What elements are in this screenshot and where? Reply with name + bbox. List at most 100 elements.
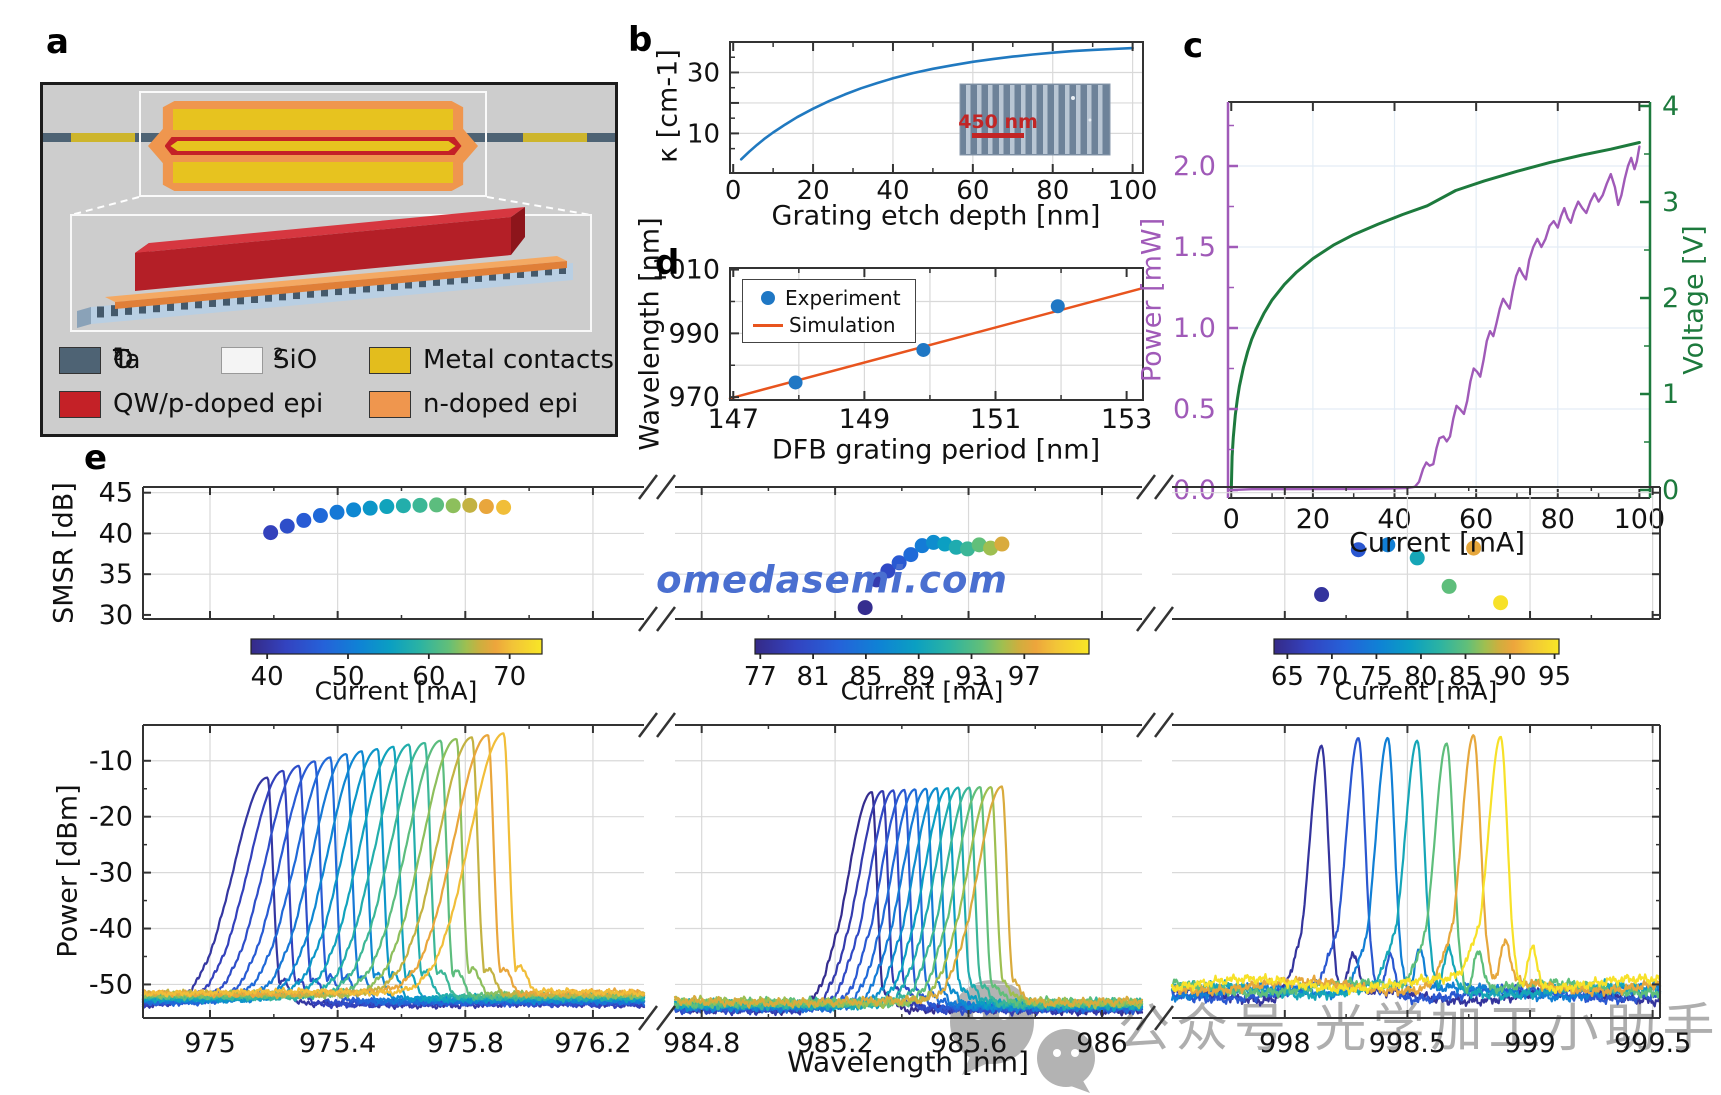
n-epi-slab-top [105,256,567,302]
colorbar [1273,638,1560,655]
grating-tooth [405,277,412,289]
spectra-xtick-label: 998 [1259,1028,1311,1059]
smsr-point [395,498,411,514]
smsr-point [891,555,907,571]
legend-swatch-qw [59,391,101,418]
smsr-point [329,504,345,520]
grating-tooth [335,284,342,296]
grating-tooth [363,281,370,293]
sem-stripe [1098,85,1103,154]
zoom-inset-outline [139,91,487,197]
grating-tooth [293,288,300,300]
grating-tooth [139,302,146,314]
b-yaxis-label: κ [cm-1] [652,49,684,163]
spectra-xtick-label: 984.8 [663,1028,740,1059]
legend-row-2: QW/p-doped epi n-doped epi [43,389,615,421]
spectra-xtick-label: 985.6 [930,1028,1007,1059]
sem-stripe [1032,85,1037,154]
grating-tooth [195,297,202,309]
b-xtick-label: 0 [725,176,742,206]
smsr-point [445,498,461,514]
n-epi-slab-front [115,261,567,309]
grating-teeth [97,263,566,318]
axis-break [1154,606,1174,632]
b-xaxis-label: Grating etch depth [nm] [771,200,1101,232]
axis-break [656,712,676,738]
smsr-ytick-label: 30 [99,600,133,631]
smsr-point [496,499,512,515]
smsr-ytick-label: 35 [99,559,133,590]
grating-tooth [391,278,398,290]
c-ytick-left-label: 1.0 [1173,313,1216,344]
grating-tooth [251,292,258,303]
spectra-xtick-label: 976.2 [554,1028,631,1059]
smsr-point [868,572,884,588]
colorbar-tick-label: 90 [1493,662,1526,692]
smsr-point [1314,587,1330,603]
colorbar-tick-label: 81 [797,662,830,692]
colorbar-tick-label: 80 [1404,662,1437,692]
ridge-top-face [135,207,525,253]
spectrum-curve [141,734,646,999]
laser-top-view [148,101,478,191]
d-legend: Experiment Simulation [742,279,916,343]
c-xtick-label: 20 [1296,504,1330,535]
metal-contact-top [172,109,454,130]
smsr-ytick-label: 40 [99,518,133,549]
spectra-xtick-label: 975.8 [427,1028,504,1059]
sem-stripe [1065,85,1070,154]
axis-break [1136,1005,1156,1031]
d-xtick-label: 147 [708,404,760,435]
power-curve [1230,145,1641,492]
colorbar-tick-label: 85 [849,662,882,692]
axis-break [1136,712,1156,738]
b-xtick-label: 20 [797,176,830,206]
spectra-xaxis-label: Wavelength [nm] [787,1045,1029,1079]
axis-break [1154,712,1174,738]
spectrum-curve [141,764,646,1009]
cross-section-3d [70,196,592,332]
axis-break [638,1005,658,1031]
axis-break [638,712,658,738]
smsr-point [1409,550,1425,566]
spectrum-curve [673,787,1144,1013]
c-xtick-label: 100 [1614,504,1666,535]
spectra-ytick-label: -50 [89,969,133,1000]
axis-break [1136,474,1156,500]
spectrum-curve [141,736,646,1000]
smsr-point [1493,595,1509,611]
grating-tooth [545,264,552,276]
axis-break [638,474,658,500]
c-ytick-right-label: 3 [1662,187,1679,218]
spectra-xtick-label: 986 [1076,1028,1128,1059]
colorbar-tick-label: 50 [331,662,364,692]
grating-tooth [307,286,314,298]
grating-tooth [517,266,524,278]
grating-tooth [97,306,104,318]
colorbar-left-label: Current [mA] [314,676,478,706]
colorbar-right-label: Current [mA] [1334,676,1498,706]
sem-stripe [1010,85,1015,154]
spectrum-curve [673,785,1144,1009]
spectra-yaxis-label: Power [dBm] [52,784,84,958]
grating-tooth [321,285,328,297]
grating-tooth [111,305,118,317]
c-xtick-label: 60 [1459,504,1493,535]
spectrum-curve [1170,744,1662,1008]
spectra-ytick-label: -40 [89,914,133,945]
d-yaxis-label: Wavelength [nm] [634,217,666,451]
colorbar-mid-label: Current [mA] [840,676,1004,706]
grating-tooth [279,289,286,301]
c-ytick-right-label: 2 [1662,283,1679,314]
c-yaxis-left-label: Power [mW] [1136,217,1168,383]
smsr-point [379,499,395,515]
colorbar-tick-label: 65 [1271,662,1304,692]
sem-stripe [1043,85,1048,154]
sem-stripe [977,85,982,154]
colorbar [754,638,1090,655]
smsr-point [478,499,494,515]
colorbar-tick-label: 70 [493,662,526,692]
grating-tooth [125,303,132,315]
kappa-curve [739,46,1134,161]
